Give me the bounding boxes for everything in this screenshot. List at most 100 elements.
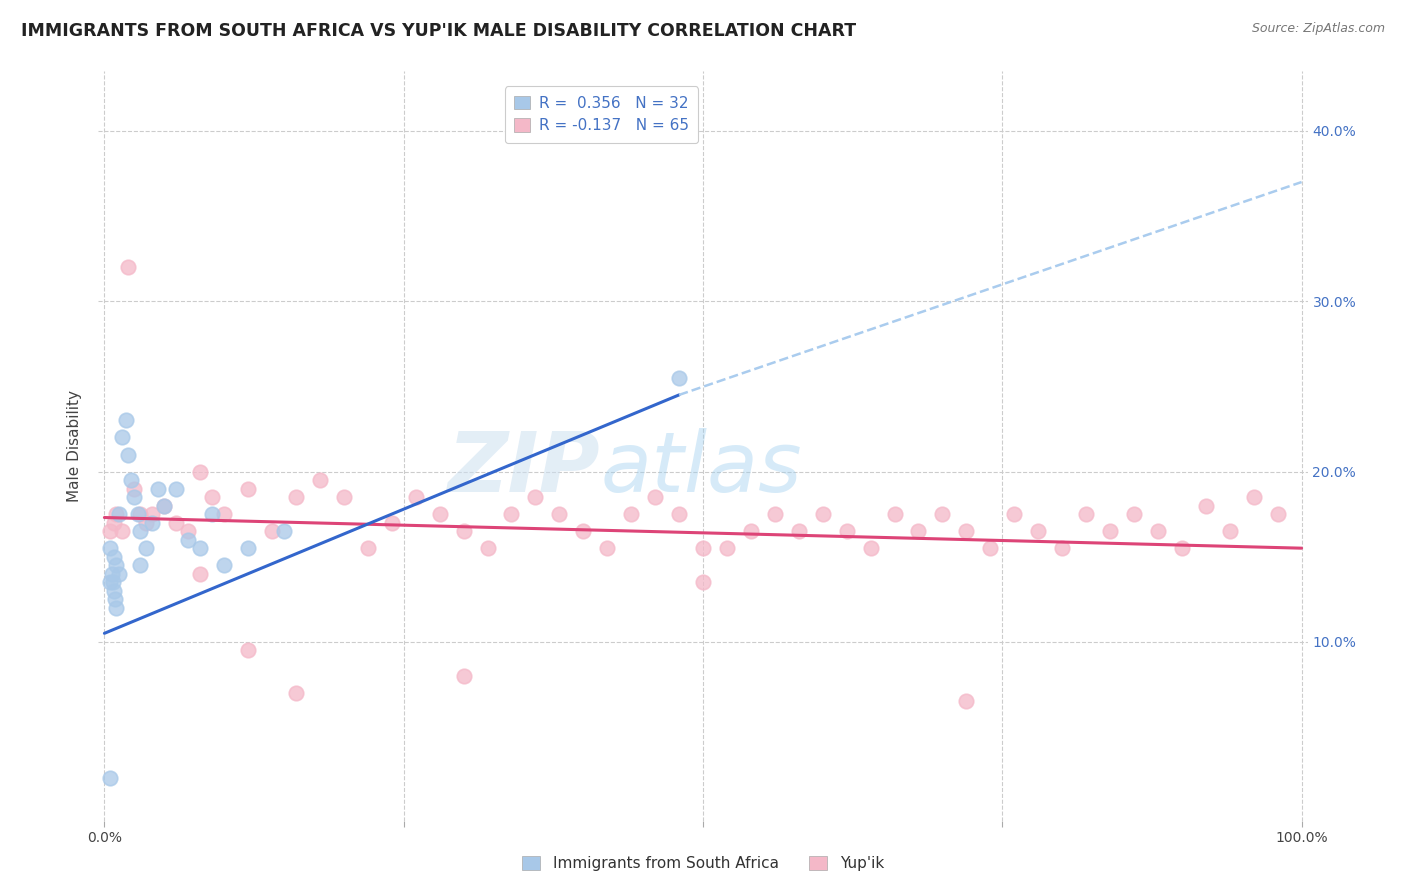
Point: [141, 507, 163, 521]
Point: [188, 541, 211, 556]
Point: [501, 507, 523, 521]
Point: [107, 507, 129, 521]
Point: [260, 524, 283, 538]
Text: IMMIGRANTS FROM SOUTH AFRICA VS YUP'IK MALE DISABILITY CORRELATION CHART: IMMIGRANTS FROM SOUTH AFRICA VS YUP'IK M…: [21, 22, 856, 40]
Point: [620, 507, 643, 521]
Point: [117, 260, 139, 275]
Point: [284, 490, 307, 504]
Point: [111, 524, 134, 538]
Point: [153, 499, 176, 513]
Y-axis label: Male Disability: Male Disability: [67, 390, 83, 502]
Point: [124, 490, 146, 504]
Point: [201, 490, 224, 504]
Point: [105, 507, 128, 521]
Point: [188, 465, 211, 479]
Point: [101, 575, 124, 590]
Point: [124, 482, 146, 496]
Point: [740, 524, 762, 538]
Point: [429, 507, 451, 521]
Point: [100, 575, 122, 590]
Point: [787, 524, 810, 538]
Point: [141, 516, 163, 530]
Point: [309, 473, 332, 487]
Point: [284, 686, 307, 700]
Point: [129, 507, 152, 521]
Point: [165, 516, 187, 530]
Point: [955, 524, 977, 538]
Point: [105, 558, 128, 573]
Point: [668, 507, 690, 521]
Point: [100, 771, 122, 785]
Point: [1243, 490, 1265, 504]
Point: [135, 541, 157, 556]
Point: [107, 566, 129, 581]
Point: [100, 524, 122, 538]
Point: [165, 482, 187, 496]
Point: [135, 516, 157, 530]
Text: Source: ZipAtlas.com: Source: ZipAtlas.com: [1251, 22, 1385, 36]
Legend: Immigrants from South Africa, Yup'ik: Immigrants from South Africa, Yup'ik: [516, 850, 890, 877]
Point: [201, 507, 224, 521]
Point: [148, 482, 170, 496]
Point: [117, 448, 139, 462]
Text: atlas: atlas: [600, 428, 801, 509]
Point: [692, 575, 714, 590]
Point: [548, 507, 571, 521]
Point: [103, 549, 125, 564]
Point: [1147, 524, 1170, 538]
Point: [111, 430, 134, 444]
Point: [1050, 541, 1073, 556]
Point: [835, 524, 858, 538]
Point: [381, 516, 404, 530]
Point: [153, 499, 176, 513]
Point: [127, 507, 149, 521]
Point: [100, 541, 122, 556]
Text: ZIP: ZIP: [447, 428, 600, 509]
Point: [1002, 507, 1025, 521]
Point: [103, 583, 125, 598]
Point: [596, 541, 619, 556]
Point: [105, 600, 128, 615]
Point: [979, 541, 1001, 556]
Point: [1171, 541, 1194, 556]
Point: [236, 643, 259, 657]
Point: [129, 524, 152, 538]
Point: [668, 371, 690, 385]
Point: [212, 507, 235, 521]
Point: [1123, 507, 1146, 521]
Point: [644, 490, 666, 504]
Point: [477, 541, 499, 556]
Point: [103, 516, 125, 530]
Point: [236, 541, 259, 556]
Point: [811, 507, 834, 521]
Point: [1219, 524, 1241, 538]
Point: [1074, 507, 1097, 521]
Legend: R =  0.356   N = 32, R = -0.137   N = 65: R = 0.356 N = 32, R = -0.137 N = 65: [505, 87, 697, 143]
Point: [524, 490, 547, 504]
Point: [453, 524, 475, 538]
Point: [333, 490, 356, 504]
Point: [236, 482, 259, 496]
Point: [188, 566, 211, 581]
Point: [405, 490, 427, 504]
Point: [692, 541, 714, 556]
Point: [1026, 524, 1049, 538]
Point: [357, 541, 380, 556]
Point: [716, 541, 738, 556]
Point: [763, 507, 786, 521]
Point: [129, 558, 152, 573]
Point: [120, 473, 142, 487]
Point: [177, 524, 200, 538]
Point: [1099, 524, 1122, 538]
Point: [212, 558, 235, 573]
Point: [883, 507, 905, 521]
Point: [572, 524, 595, 538]
Point: [453, 669, 475, 683]
Point: [1267, 507, 1289, 521]
Point: [907, 524, 929, 538]
Point: [273, 524, 295, 538]
Point: [104, 592, 127, 607]
Point: [859, 541, 882, 556]
Point: [115, 413, 138, 427]
Point: [955, 694, 977, 708]
